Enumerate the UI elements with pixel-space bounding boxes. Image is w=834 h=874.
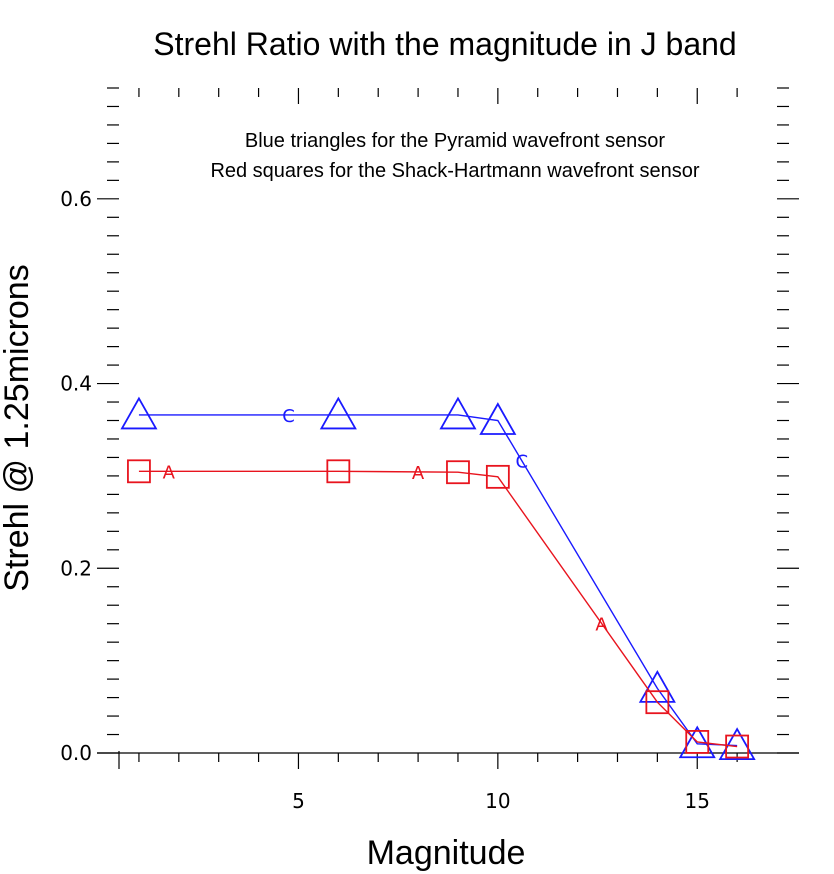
triangle-marker <box>120 396 158 430</box>
ticks-layer <box>97 87 799 769</box>
series-line-label: A <box>163 462 176 483</box>
x-tick-label: 10 <box>485 789 510 813</box>
labels-layer: Strehl Ratio with the magnitude in J ban… <box>0 26 737 872</box>
square-marker <box>645 690 670 715</box>
square-marker <box>326 459 351 484</box>
square-marker <box>685 730 710 754</box>
y-axis-title: Strehl @ 1.25microns <box>0 264 36 591</box>
series-line-square <box>138 470 738 748</box>
series-line-triangle <box>138 414 738 747</box>
series-line-label: A <box>412 463 425 484</box>
triangle-marker <box>439 396 477 430</box>
x-tick-label: 15 <box>685 789 710 813</box>
y-tick-label: 0.0 <box>60 741 92 765</box>
x-axis-title: Magnitude <box>367 834 526 872</box>
x-tick-label: 5 <box>292 789 305 813</box>
series-line-label: A <box>595 614 608 635</box>
legend-note-pyramid: Blue triangles for the Pyramid wavefront… <box>245 130 666 152</box>
chart-title: Strehl Ratio with the magnitude in J ban… <box>153 26 736 62</box>
y-tick-label: 0.4 <box>60 372 92 396</box>
series-line-label: C <box>282 406 295 427</box>
square-marker <box>725 734 750 759</box>
triangle-marker <box>638 670 676 703</box>
series-layer: C C A A A <box>120 396 756 761</box>
square-marker <box>485 464 510 489</box>
square-marker <box>127 459 151 484</box>
series-line-label: C <box>515 452 528 473</box>
square-marker <box>446 460 470 485</box>
triangle-marker <box>479 402 517 435</box>
triangle-marker <box>718 727 756 761</box>
legend-note-shack-hartmann: Red squares for the Shack-Hartmann wavef… <box>210 160 699 182</box>
y-tick-label: 0.2 <box>60 556 92 580</box>
triangle-marker <box>319 396 357 430</box>
y-tick-label: 0.6 <box>60 187 92 211</box>
